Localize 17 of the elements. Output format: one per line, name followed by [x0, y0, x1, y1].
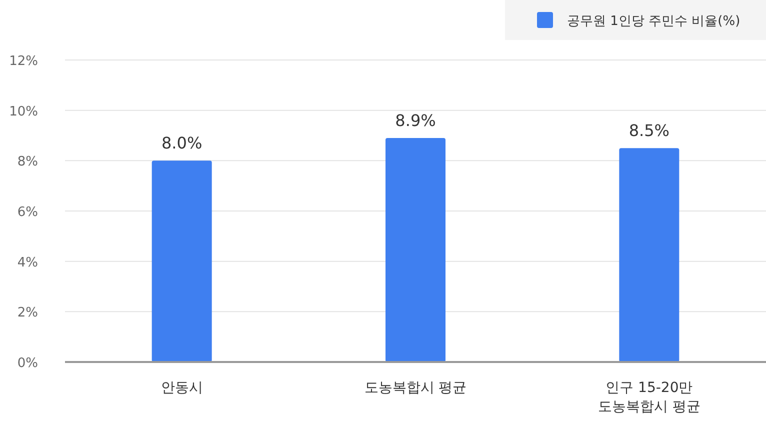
- text: 8.5%: [628, 121, 670, 140]
- text: 8.0%: [162, 134, 202, 153]
- text: 8.9%: [395, 111, 436, 130]
- y-tick-label: 12%: [9, 54, 38, 69]
- bar: [386, 138, 446, 362]
- legend-label: 공무원 1인당 주민수 비율(%): [567, 14, 740, 29]
- bar: [619, 148, 680, 362]
- bar: [152, 160, 212, 362]
- y-tick-label: 6%: [17, 205, 38, 220]
- x-tick-label: 안동시: [160, 380, 203, 396]
- x-tick-label: 도농복합시 평균: [364, 380, 467, 396]
- y-tick-label: 4%: [17, 255, 38, 270]
- y-tick-label: 0%: [17, 356, 38, 371]
- x-tick-label: 인구 15-20만 도농복합시 평균: [598, 380, 700, 415]
- y-tick-label: 2%: [17, 306, 38, 321]
- y-tick-label: 8%: [17, 154, 38, 170]
- y-tick-label: 10%: [9, 104, 38, 120]
